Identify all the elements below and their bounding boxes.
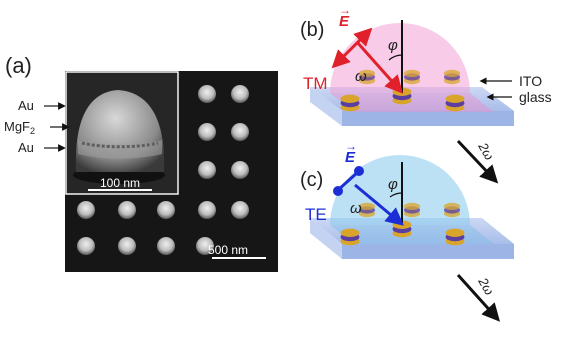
frequency-symbol-c: ω (350, 200, 362, 217)
angle-arc-c (389, 192, 403, 198)
e-field-vector-arrow-c: → (345, 139, 357, 153)
e-field-vector-arrow-b: → (339, 3, 351, 17)
nanodisk-dot (231, 85, 249, 103)
substrate-front-c (342, 244, 514, 259)
ito-label: ITO (519, 73, 542, 89)
nanodisk-dot (198, 201, 216, 219)
glass-label: glass (519, 89, 552, 105)
main-scale-label: 500 nm (208, 243, 248, 257)
nanodisk-dot (198, 85, 216, 103)
sh-beam-b (456, 139, 499, 184)
substrate-side-b (310, 87, 342, 126)
nanodisk-dot (157, 201, 175, 219)
polarization-label-b: TM (303, 74, 328, 93)
nanodisk-stack (358, 69, 376, 85)
frequency-symbol-b: ω (355, 68, 367, 85)
angle-symbol-b: φ (388, 37, 398, 54)
angle-arc-b (388, 54, 403, 61)
nanodisk-stack (358, 202, 376, 218)
nanodisk-stack (403, 202, 421, 218)
sh-label-b: 2ω (475, 139, 497, 162)
e-field-tm (331, 27, 373, 69)
nanodisk-dot (231, 161, 249, 179)
substrate-front-b (342, 111, 514, 126)
nanodisk-stack (443, 69, 461, 85)
panel-b-label: (b) (300, 19, 324, 41)
layer-label-bottom: Au (18, 140, 34, 155)
panel-a-label: (a) (5, 53, 32, 78)
nanodisk-dot (196, 237, 214, 255)
nanodisk-dot (231, 123, 249, 141)
nanodisk-dot (77, 237, 95, 255)
nanodisk-dot (231, 201, 249, 219)
panel-c-label: (c) (300, 169, 323, 191)
nanodisk-dot (77, 201, 95, 219)
nanodisk-stack (445, 94, 465, 112)
angle-symbol-c: φ (388, 176, 398, 193)
nanodisk-stack (443, 202, 461, 218)
nanodisk-stack (445, 228, 465, 246)
nanodisk-dot (118, 201, 136, 219)
substrate-side-c (310, 218, 342, 259)
layer-label-top: Au (18, 98, 34, 113)
sh-beam-c (456, 273, 501, 322)
nanodisk-stack (340, 94, 360, 112)
e-field-te-head (354, 166, 364, 176)
nanodisk-dot (198, 123, 216, 141)
panel-b: (b) φ ω E → TM ITO glass 2ω (300, 3, 552, 184)
inset-scale-label: 100 nm (100, 176, 140, 190)
nanodisk-dot (198, 161, 216, 179)
sh-label-c: 2ω (475, 274, 497, 297)
e-field-symbol-b: E (339, 13, 350, 30)
incident-beam-c (354, 183, 404, 226)
nanodisk-stack (403, 69, 421, 85)
e-field-symbol-c: E (345, 149, 356, 166)
panel-a: (a) 100 nm Au MgF2 Au 500 nm (4, 53, 278, 272)
nanodisk-dot (118, 237, 136, 255)
polarization-label-c: TE (305, 205, 327, 224)
e-field-te-tail (333, 186, 343, 196)
nanodisk-dot (157, 237, 175, 255)
layer-label-middle: MgF2 (4, 119, 35, 136)
nanodisk-stack (340, 228, 360, 246)
e-field-te (336, 170, 360, 192)
nanodisk-array (77, 85, 249, 255)
nanodisk-texture (81, 141, 159, 149)
